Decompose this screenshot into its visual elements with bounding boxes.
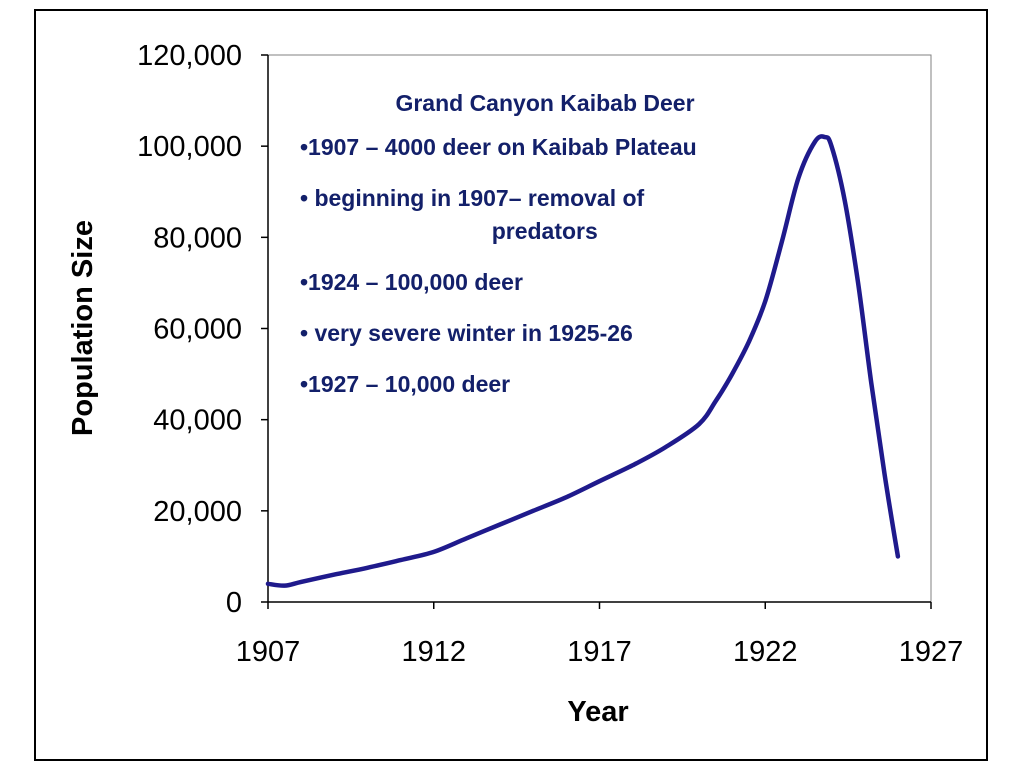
annotation-title: Grand Canyon Kaibab Deer [395, 90, 695, 116]
annotation-note: • very severe winter in 1925-26 [300, 320, 633, 346]
y-tick-label: 20,000 [153, 496, 242, 528]
y-tick-label: 0 [226, 587, 242, 619]
x-axis-title: Year [567, 696, 628, 728]
annotation-note: • beginning in 1907– removal of predator… [300, 185, 645, 244]
x-tick-label: 1907 [236, 636, 301, 668]
x-tick-label: 1922 [733, 636, 798, 668]
y-ticks: 0 20,000 40,000 60,000 80,000 100,000 120,000 [137, 40, 268, 619]
x-tick-label: 1912 [401, 636, 466, 668]
annotation-note: •1907 – 4000 deer on Kaibab Plateau [300, 134, 697, 160]
annotation-box: Grand Canyon Kaibab Deer •1907 – 4000 de… [300, 90, 810, 419]
x-tick-label: 1927 [899, 636, 964, 668]
annotation-note: •1924 – 100,000 deer [300, 269, 523, 295]
x-ticks: 1907 1912 1917 1922 1927 [236, 602, 964, 668]
x-tick-label: 1917 [567, 636, 632, 668]
y-tick-label: 40,000 [153, 405, 242, 437]
y-tick-label: 100,000 [137, 131, 242, 163]
y-tick-label: 60,000 [153, 314, 242, 346]
chart-frame [34, 9, 988, 761]
y-tick-label: 80,000 [153, 222, 242, 254]
y-tick-label: 120,000 [137, 40, 242, 72]
series-line [265, 134, 901, 588]
y-axis-title: Population Size [67, 220, 99, 436]
annotation-note: •1927 – 10,000 deer [300, 371, 511, 397]
